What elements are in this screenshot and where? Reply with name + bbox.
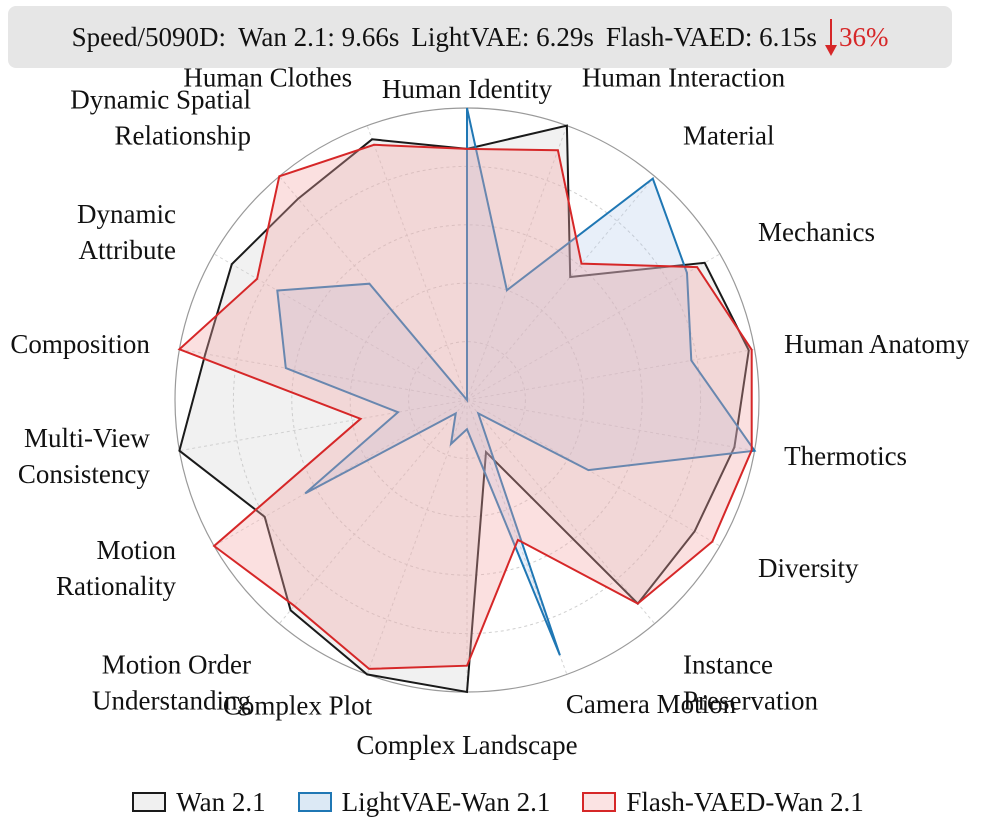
spoke — [466, 125, 568, 401]
axis-label-line: Human Clothes — [183, 62, 352, 92]
axis-label: Instance Preservation — [683, 650, 818, 716]
lightvae-speed: LightVAE: 6.29s — [411, 21, 594, 52]
legend-label-wan: Wan 2.1 — [176, 786, 266, 817]
spoke — [466, 399, 656, 625]
grid-ring — [349, 282, 585, 518]
axis-label: Human Anatomy — [784, 329, 970, 359]
legend: Wan 2.1 LightVAE-Wan 2.1 Flash-VAED-Wan … — [0, 782, 996, 822]
axis-label-line: Understanding — [92, 686, 251, 716]
legend-item-flash: Flash-VAED-Wan 2.1 — [582, 786, 864, 818]
axis-label-line: Multi-View — [24, 423, 150, 453]
axis-label-line: Human Interaction — [582, 62, 786, 92]
legend-swatch-lightvae — [297, 792, 332, 812]
legend-swatch-wan — [132, 792, 167, 812]
axis-label: Composition — [10, 329, 150, 359]
axis-label-line: Composition — [10, 329, 150, 359]
axis-label-line: Dynamic — [77, 199, 176, 229]
axis-label-line: Thermotics — [784, 441, 907, 471]
axis-label: Multi-View Consistency — [18, 423, 150, 489]
axis-labels: Human Identity Human Interaction Material M… — [10, 62, 969, 760]
spoke — [278, 399, 468, 625]
axis-label-line: Complex Landscape — [356, 730, 577, 760]
spoke — [466, 399, 755, 452]
grid-ring — [408, 341, 526, 459]
axis-label: Mechanics — [758, 217, 875, 247]
grid-ring — [291, 224, 643, 576]
axis-label: Motion Rationality — [56, 535, 176, 601]
legend-label-lightvae: LightVAE-Wan 2.1 — [341, 786, 551, 817]
axis-label-line: Human Anatomy — [784, 329, 970, 359]
radar-series — [177, 107, 757, 694]
legend-swatch-flash — [582, 792, 617, 812]
axis-label-line: Preservation — [683, 686, 818, 716]
axis-label-line: Relationship — [115, 121, 252, 151]
spoke — [466, 253, 721, 401]
spoke — [366, 125, 468, 401]
axis-label: Dynamic Attribute — [77, 199, 176, 265]
axis-label-line: Human Identity — [382, 74, 553, 104]
axis-label: Camera Motion — [566, 689, 737, 719]
axis-label: Thermotics — [784, 441, 907, 471]
axis-label-line: Consistency — [18, 459, 150, 489]
spoke — [213, 399, 468, 547]
spoke — [179, 348, 468, 401]
axis-label-line: Diversity — [758, 553, 859, 583]
flash-speed: Flash-VAED: 6.15s — [605, 21, 817, 52]
down-arrow-icon — [824, 19, 837, 56]
axis-label-line: Material — [683, 121, 774, 151]
axis-label-line: Instance — [683, 650, 773, 680]
axis-label: Motion Order Understanding — [92, 650, 251, 716]
legend-item-lightvae: LightVAE-Wan 2.1 — [297, 786, 551, 818]
wan-speed: Wan 2.1: 9.66s — [238, 21, 400, 52]
axis-label: Human Identity — [382, 74, 553, 104]
series-polygon-0 — [178, 124, 750, 694]
axis-label: Complex Landscape — [356, 730, 577, 760]
spoke — [466, 175, 656, 401]
radar-chart: Human Identity Human Interaction Material M… — [10, 62, 969, 760]
spoke — [466, 399, 721, 547]
spoke — [466, 348, 755, 401]
spoke — [466, 399, 568, 675]
axis-label-line: Motion — [96, 535, 176, 565]
axis-label-line: Dynamic Spatial — [70, 85, 251, 115]
axis-label: Human Clothes — [183, 62, 352, 92]
legend-item-wan: Wan 2.1 — [132, 786, 266, 818]
speed-label: Speed/5090D: — [71, 21, 227, 52]
legend-label-flash: Flash-VAED-Wan 2.1 — [626, 786, 864, 817]
axis-label-line: Attribute — [79, 235, 176, 265]
axis-label-line: Rationality — [56, 571, 176, 601]
axis-label-line: Mechanics — [758, 217, 875, 247]
speed-reduction: 36% — [838, 21, 889, 52]
axis-label-line: Complex Plot — [223, 691, 373, 721]
axis-label: Complex Plot — [223, 691, 373, 721]
series-polygon-2 — [177, 143, 753, 670]
axis-label: Diversity — [758, 553, 859, 583]
axis-label: Dynamic Spatial Relationship — [70, 85, 251, 151]
spoke — [179, 399, 468, 452]
speed-banner: Speed/5090D: Wan 2.1: 9.66s LightVAE: 6.… — [8, 6, 952, 68]
axis-label-line: Motion Order — [102, 650, 251, 680]
axis-label: Material — [683, 121, 774, 151]
axis-label-line: Camera Motion — [566, 689, 737, 719]
spoke — [213, 253, 468, 401]
axis-label: Human Interaction — [582, 62, 786, 92]
series-polygon-1 — [276, 107, 757, 656]
